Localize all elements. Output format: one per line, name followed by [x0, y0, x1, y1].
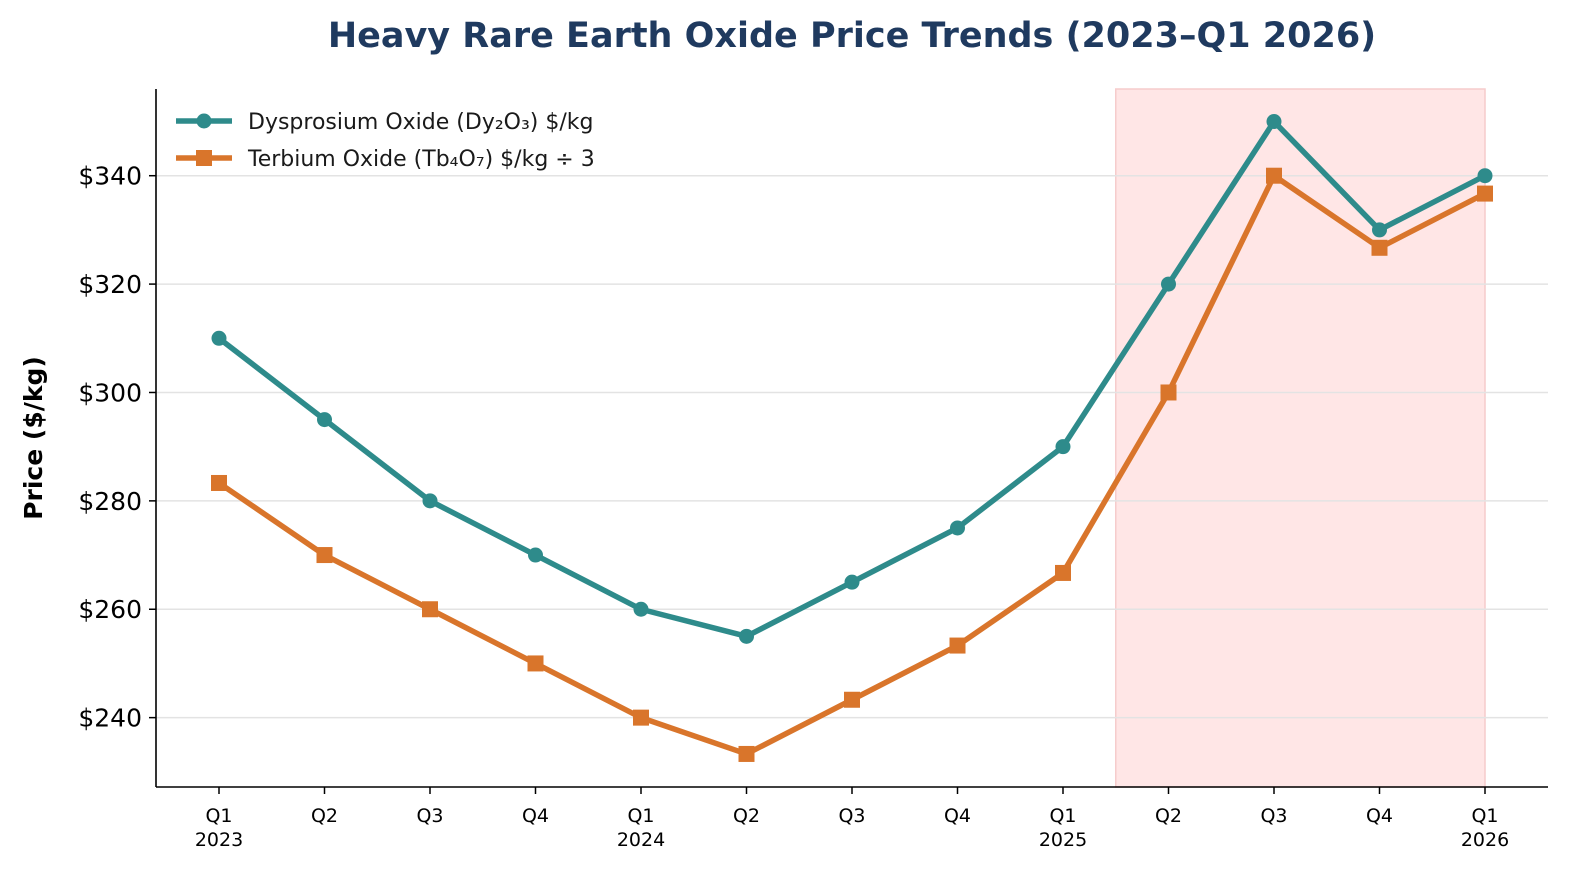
data-point-circle	[211, 330, 227, 346]
data-point-circle	[1055, 439, 1071, 455]
data-point-square	[211, 474, 227, 491]
y-axis-label: Price ($/kg)	[19, 356, 48, 520]
x-tick-year-label: 2025	[1039, 829, 1087, 851]
data-point-circle	[317, 412, 332, 428]
x-tick-year-label: 2024	[617, 829, 665, 851]
y-axis-ticks: $240 $260 $280 $300 $320 $340	[78, 162, 156, 733]
y-tick-label: $280	[78, 487, 142, 516]
data-point-square	[633, 709, 649, 726]
data-point-square	[1371, 239, 1388, 256]
x-tick-label: Q1	[1471, 805, 1498, 827]
data-point-circle	[1161, 276, 1176, 292]
data-point-square	[1160, 384, 1177, 401]
y-tick-label: $260	[78, 595, 142, 624]
legend-label: Terbium Oxide (Tb₄O₇) $/kg ÷ 3	[247, 147, 595, 172]
x-tick-label: Q1	[205, 805, 232, 827]
x-tick-label: Q4	[1366, 805, 1393, 827]
gridlines	[156, 174, 1548, 719]
y-tick-label: $300	[78, 378, 142, 407]
data-point-square	[1477, 185, 1493, 202]
y-tick-label: $340	[78, 162, 142, 191]
data-point-circle	[1266, 114, 1282, 130]
data-point-square	[527, 655, 544, 672]
x-tick-label: Q2	[311, 805, 338, 827]
legend-marker-square	[196, 150, 212, 166]
legend-label: Dysprosium Oxide (Dy₂O₃) $/kg	[248, 110, 593, 135]
x-tick-label: Q4	[944, 805, 971, 827]
data-point-square	[949, 637, 966, 654]
x-tick-label: Q4	[522, 805, 549, 827]
y-tick-label: $320	[78, 270, 142, 299]
legend-item: Terbium Oxide (Tb₄O₇) $/kg ÷ 3	[176, 147, 595, 172]
data-point-square	[738, 745, 755, 762]
legend: Dysprosium Oxide (Dy₂O₃) $/kg Terbium Oxi…	[176, 110, 595, 172]
data-point-square	[844, 691, 860, 708]
y-tick-label: $240	[78, 704, 142, 733]
x-tick-label: Q1	[627, 805, 654, 827]
data-point-square	[1266, 167, 1282, 184]
series-terbium	[211, 167, 1493, 762]
data-point-circle	[528, 547, 543, 563]
data-point-circle	[739, 628, 754, 644]
data-point-circle	[1372, 222, 1387, 238]
x-tick-label: Q3	[416, 805, 443, 827]
data-point-square	[1055, 564, 1071, 581]
data-point-square	[316, 547, 333, 564]
series-layer	[211, 114, 1493, 762]
x-tick-label: Q2	[1155, 805, 1182, 827]
x-tick-label: Q3	[1260, 805, 1287, 827]
legend-item: Dysprosium Oxide (Dy₂O₃) $/kg	[176, 110, 593, 135]
data-point-circle	[950, 520, 965, 536]
chart-title: Heavy Rare Earth Oxide Price Trends (202…	[328, 16, 1376, 56]
x-tick-label: Q2	[733, 805, 760, 827]
x-tick-year-label: 2023	[195, 829, 243, 851]
data-point-square	[422, 601, 438, 618]
x-tick-label: Q1	[1049, 805, 1076, 827]
series-dysprosium	[211, 114, 1493, 644]
data-point-circle	[633, 601, 649, 617]
data-point-circle	[422, 493, 438, 509]
data-point-circle	[1477, 168, 1493, 184]
legend-marker-circle	[196, 113, 212, 129]
x-tick-year-label: 2026	[1461, 829, 1509, 851]
x-tick-label: Q3	[838, 805, 865, 827]
data-point-circle	[844, 574, 860, 590]
